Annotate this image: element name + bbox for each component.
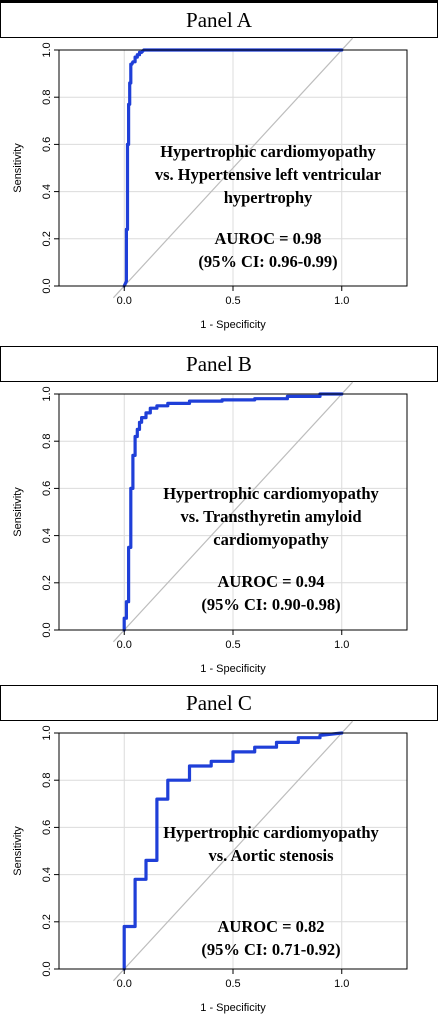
y-tick-label: 0.2	[41, 231, 53, 246]
y-axis-label: Sensitivity	[12, 143, 24, 193]
x-axis-label: 1 - Specificity	[200, 1002, 266, 1014]
panel-c-title: Panel C	[186, 690, 252, 715]
comparison-annotation: vs. Hypertensive left ventricular	[155, 165, 381, 184]
panel-b-header: Panel B	[0, 346, 438, 382]
auroc-annotation: AUROC = 0.82	[217, 917, 324, 936]
y-tick-label: 1.0	[41, 725, 53, 740]
roc-curve	[122, 392, 344, 632]
comparison-annotation: Hypertrophic cardiomyopathy	[163, 823, 379, 842]
x-axis-label: 1 - Specificity	[200, 663, 266, 675]
x-tick-label: 1.0	[334, 978, 349, 990]
roc-chart-panel-b: 0.0 0.2 0.4 0.6 0.8 1.0 0.0 0.5 1.0 1 - Specifici…	[12, 381, 408, 675]
y-axis-label: Sensitivity	[12, 487, 24, 537]
chance-diagonal	[112, 37, 354, 299]
x-tick-label: 1.0	[334, 295, 349, 307]
comparison-annotation: vs. Aortic stenosis	[208, 846, 334, 865]
y-tick-label: 0.6	[41, 481, 53, 496]
y-tick-label: 0.2	[41, 914, 53, 929]
x-tick-label: 0.0	[117, 639, 132, 651]
y-tick-label: 1.0	[41, 42, 53, 57]
auroc-annotation: AUROC = 0.94	[217, 572, 324, 591]
y-tick-label: 0.2	[41, 575, 53, 590]
comparison-annotation: Hypertrophic cardiomyopathy	[160, 142, 376, 161]
y-tick-label: 0.4	[41, 184, 53, 199]
y-tick-label: 0.6	[41, 137, 53, 152]
x-tick-label: 0.5	[225, 295, 240, 307]
x-tick-label: 0.5	[225, 978, 240, 990]
comparison-annotation: cardiomyopathy	[213, 530, 329, 549]
roc-chart-panel-c: 0.0 0.2 0.4 0.6 0.8 1.0 0.0 0.5 1.0 1 - Specifici…	[12, 720, 408, 1014]
auroc-annotation: (95% CI: 0.96-0.99)	[198, 252, 337, 271]
comparison-annotation: Hypertrophic cardiomyopathy	[163, 484, 379, 503]
y-tick-label: 0.8	[41, 90, 53, 105]
roc-curve	[122, 731, 344, 971]
y-tick-label: 0.8	[41, 434, 53, 449]
panel-a-title: Panel A	[186, 7, 252, 32]
y-tick-label: 0.8	[41, 773, 53, 788]
y-tick-label: 0.6	[41, 820, 53, 835]
roc-curve	[122, 48, 344, 288]
y-tick-label: 0.0	[41, 622, 53, 637]
y-tick-label: 0.0	[41, 278, 53, 293]
y-tick-label: 0.4	[41, 867, 53, 882]
y-tick-label: 1.0	[41, 386, 53, 401]
x-axis-label: 1 - Specificity	[200, 319, 266, 331]
panel-c-header: Panel C	[0, 685, 438, 721]
auroc-annotation: (95% CI: 0.71-0.92)	[201, 940, 340, 959]
chance-diagonal	[112, 720, 354, 982]
comparison-annotation: vs. Transthyretin amyloid	[180, 507, 361, 526]
auroc-annotation: (95% CI: 0.90-0.98)	[201, 595, 340, 614]
x-tick-label: 0.0	[117, 978, 132, 990]
comparison-annotation: hypertrophy	[224, 188, 313, 207]
x-tick-label: 0.0	[117, 295, 132, 307]
panel-b-title: Panel B	[186, 351, 252, 376]
roc-chart-panel-a: 0.0 0.2 0.4 0.6 0.8 1.0 0.0 0.5 1.0 1 - Specifici…	[12, 37, 408, 331]
auroc-annotation: AUROC = 0.98	[214, 229, 321, 248]
y-tick-label: 0.4	[41, 528, 53, 543]
y-tick-label: 0.0	[41, 961, 53, 976]
y-axis-label: Sensitivity	[12, 826, 24, 876]
panel-a-header: Panel A	[0, 0, 438, 38]
chance-diagonal	[112, 381, 354, 643]
x-tick-label: 1.0	[334, 639, 349, 651]
x-tick-label: 0.5	[225, 639, 240, 651]
